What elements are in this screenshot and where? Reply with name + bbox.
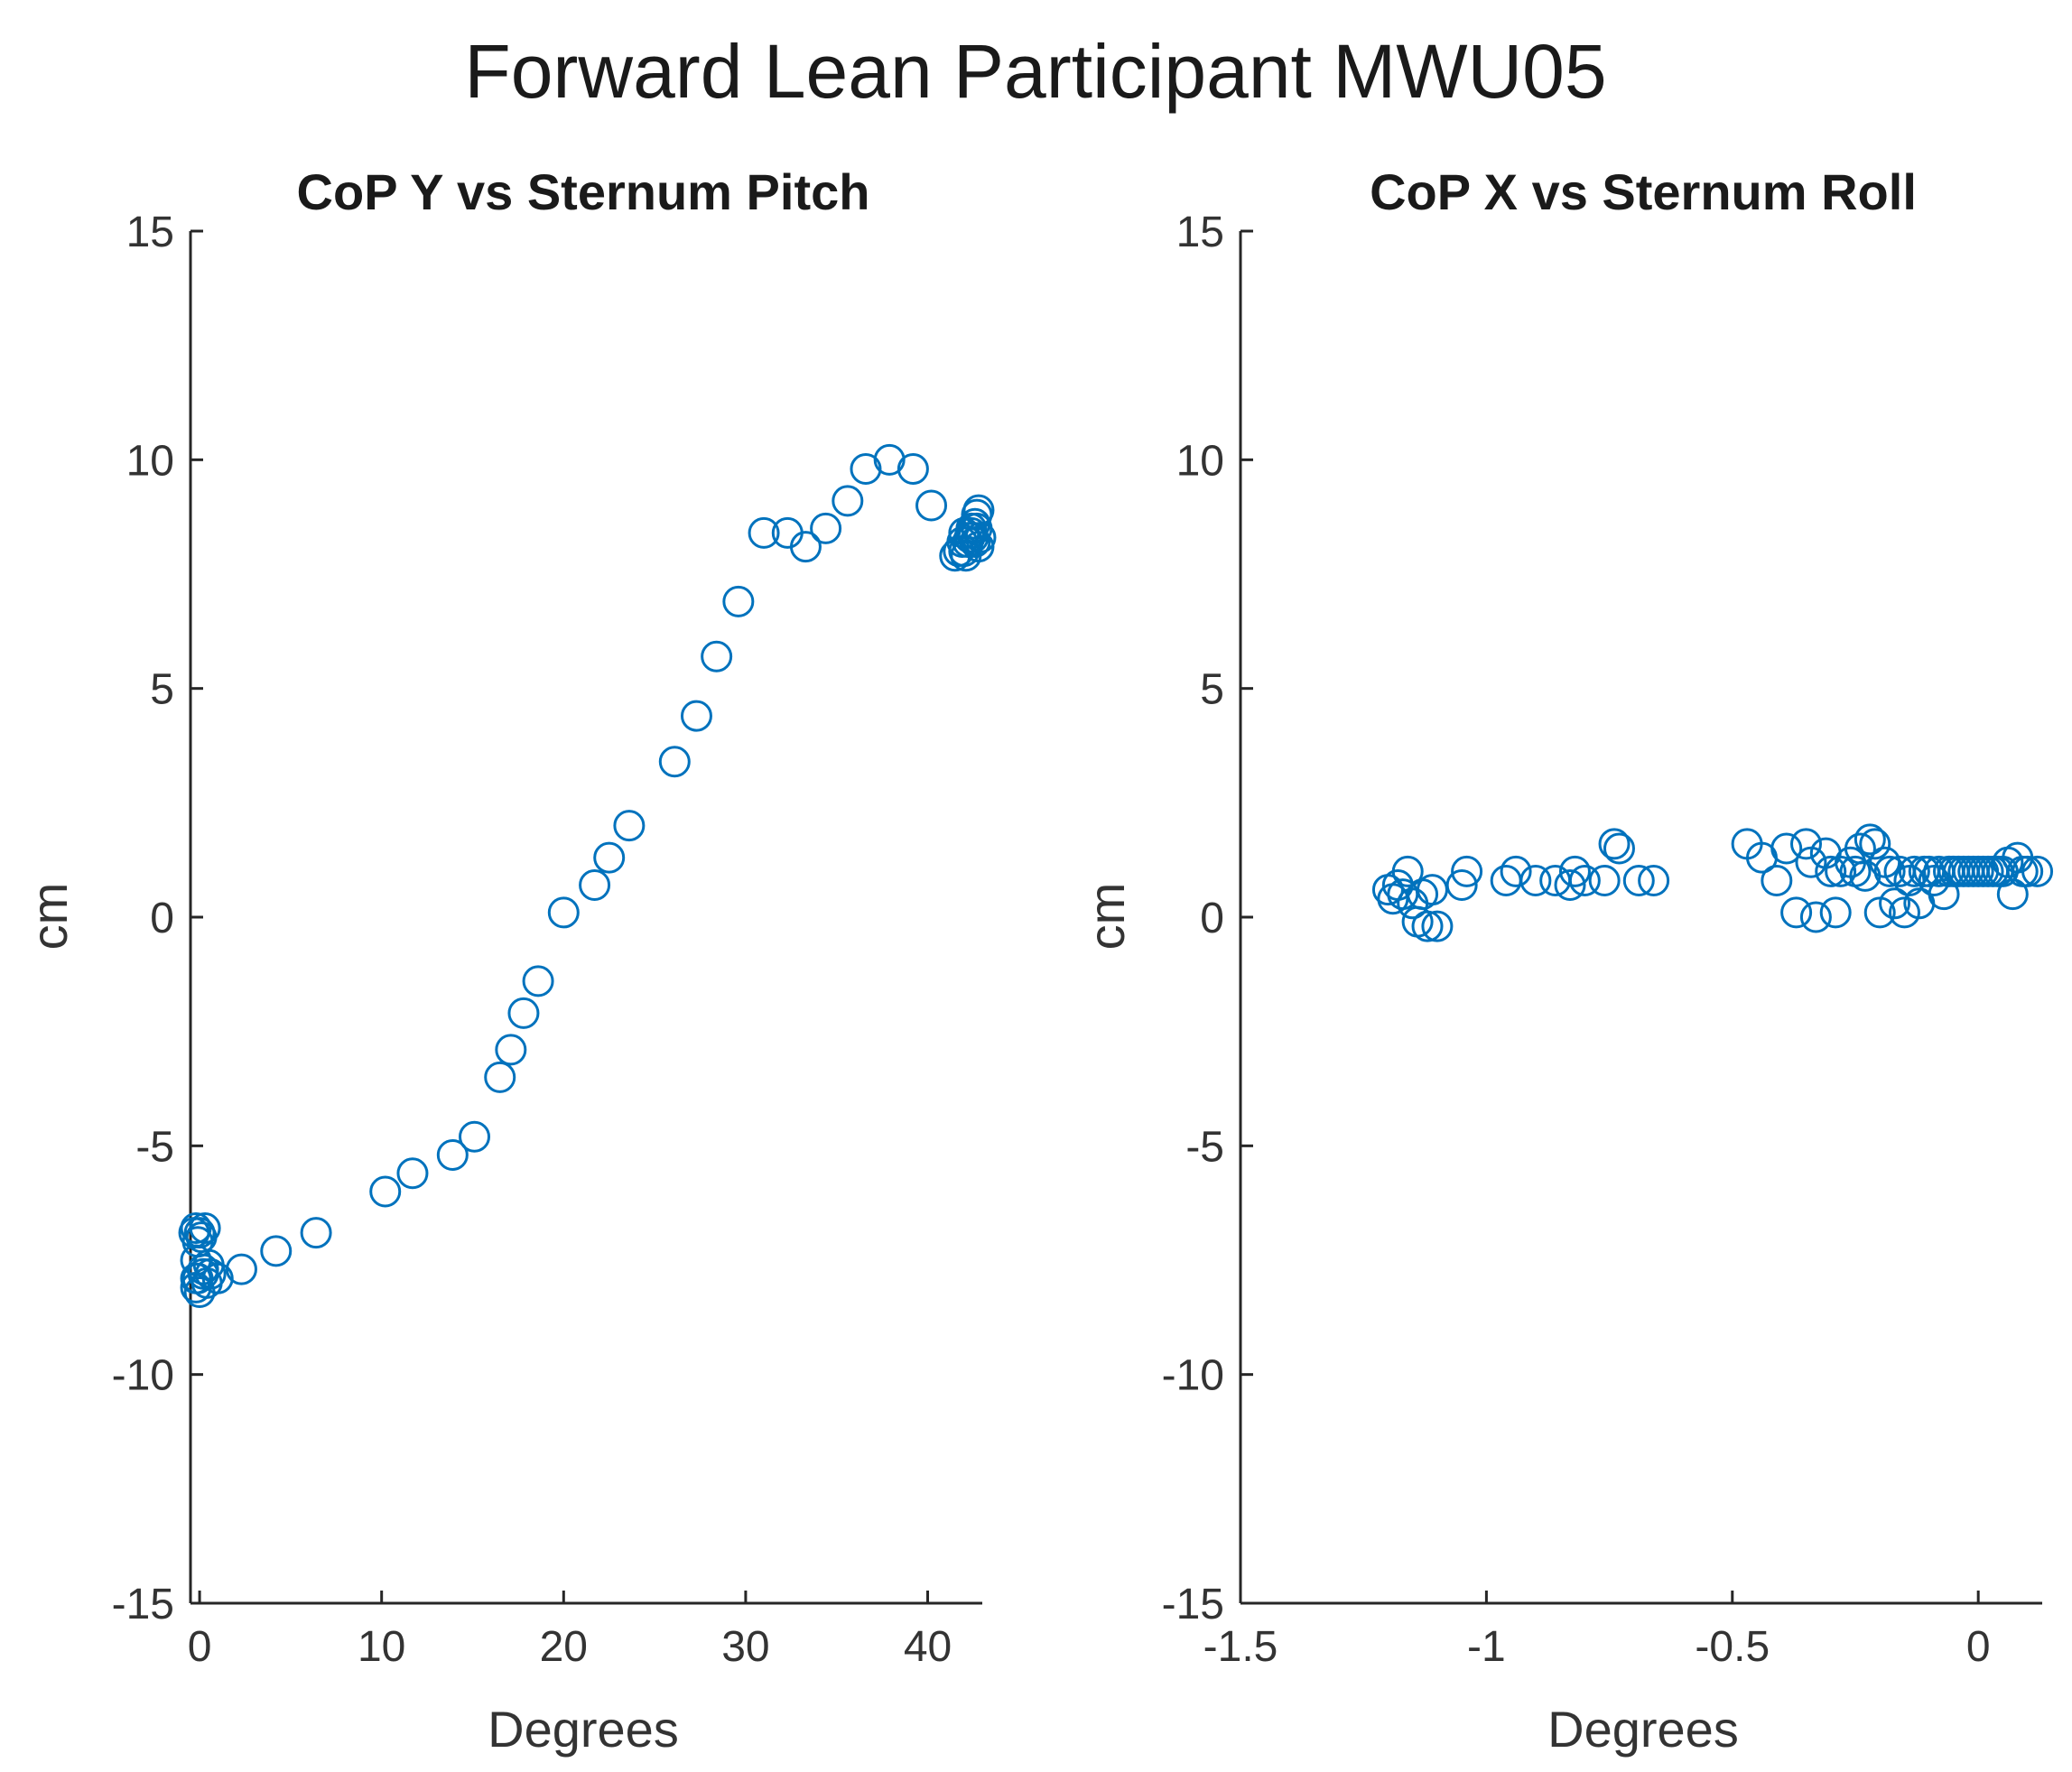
left-data-point bbox=[748, 516, 780, 549]
right-data-point bbox=[1568, 864, 1601, 896]
left-data-point bbox=[396, 1157, 429, 1190]
left-data-point bbox=[484, 1061, 516, 1093]
left-data-point bbox=[579, 869, 611, 902]
right-data-point bbox=[1603, 832, 1635, 865]
right-data-point bbox=[1598, 828, 1631, 860]
left-data-point bbox=[915, 489, 948, 522]
left-xtick-label: 10 bbox=[358, 1623, 405, 1671]
left-data-point bbox=[850, 452, 882, 485]
right-plot: CoP X vs Sternum Roll Degrees cm -15-10-… bbox=[1078, 163, 2054, 1758]
right-data-point bbox=[1500, 855, 1532, 887]
left-data-point bbox=[183, 1276, 216, 1308]
right-data-point bbox=[1588, 864, 1621, 896]
right-data-point bbox=[1638, 864, 1670, 896]
left-data-point bbox=[680, 700, 712, 732]
right-ytick-label: 15 bbox=[1176, 209, 1224, 256]
left-data-point bbox=[194, 1257, 227, 1290]
left-data-point bbox=[547, 896, 580, 929]
left-data-point bbox=[225, 1253, 257, 1285]
left-data-point bbox=[789, 531, 822, 563]
figure-title: Forward Lean Participant MWU05 bbox=[464, 29, 1606, 114]
right-data-point bbox=[1790, 828, 1823, 860]
right-xtick-label: -1 bbox=[1467, 1623, 1506, 1671]
right-data-point bbox=[1416, 874, 1448, 906]
left-ytick-label: 0 bbox=[150, 895, 174, 942]
left-plot: CoP Y vs Sternum Pitch Degrees cm -15 -10… bbox=[21, 163, 997, 1758]
right-plot-ylabel: cm bbox=[1078, 883, 1135, 951]
left-plot-xlabel: Degrees bbox=[488, 1701, 679, 1758]
right-data-point bbox=[1819, 896, 1852, 929]
right-data-point bbox=[1770, 832, 1803, 865]
right-ytick-label: -5 bbox=[1185, 1123, 1224, 1171]
right-data-point bbox=[1859, 828, 1891, 860]
left-data-point bbox=[897, 452, 929, 485]
right-data-point bbox=[1761, 864, 1793, 896]
left-data-point bbox=[810, 512, 842, 544]
right-data-point bbox=[1873, 855, 1906, 887]
right-plot-xlabel: Degrees bbox=[1547, 1701, 1739, 1758]
left-xtick-label: 30 bbox=[721, 1623, 769, 1671]
left-data-point bbox=[436, 1138, 469, 1171]
left-data-point bbox=[593, 841, 626, 874]
left-data-point bbox=[722, 585, 755, 617]
right-data-point bbox=[1996, 878, 2029, 911]
left-data-point bbox=[260, 1235, 293, 1267]
left-data-point bbox=[832, 485, 864, 517]
left-ytick-label: 15 bbox=[126, 209, 174, 256]
right-xtick-label: 0 bbox=[1966, 1623, 1991, 1671]
left-ytick-label: 10 bbox=[126, 437, 174, 485]
right-data-point bbox=[1799, 901, 1832, 933]
right-data-point bbox=[1622, 864, 1655, 896]
right-ytick-label: -10 bbox=[1162, 1352, 1224, 1400]
right-data-point bbox=[1451, 855, 1483, 887]
left-data-point bbox=[658, 746, 691, 778]
left-xtick-label: 0 bbox=[188, 1623, 212, 1671]
right-data-point bbox=[1411, 910, 1444, 942]
right-data-point bbox=[2021, 855, 2054, 887]
left-data-point bbox=[701, 640, 733, 673]
right-ytick-label: 0 bbox=[1200, 895, 1224, 942]
right-data-point bbox=[1854, 823, 1886, 856]
left-data-point bbox=[873, 443, 906, 476]
left-ytick-label: 5 bbox=[150, 666, 174, 714]
left-plot-ylabel: cm bbox=[21, 883, 78, 951]
right-data-point bbox=[1898, 855, 1930, 887]
right-xtick-label: -0.5 bbox=[1695, 1623, 1770, 1671]
right-data-point bbox=[1554, 869, 1586, 902]
left-data-point bbox=[495, 1034, 527, 1066]
right-ytick-label: -15 bbox=[1162, 1581, 1224, 1628]
left-ytick-label: -5 bbox=[135, 1123, 174, 1171]
right-data-point bbox=[1391, 855, 1424, 887]
right-data-point bbox=[1519, 864, 1552, 896]
left-data-point bbox=[522, 965, 554, 997]
left-data-point bbox=[459, 1120, 491, 1153]
left-data-point bbox=[369, 1175, 402, 1208]
left-data-point bbox=[180, 1262, 212, 1294]
right-data-point bbox=[1558, 855, 1591, 887]
left-data-point bbox=[961, 512, 993, 544]
left-data-point bbox=[180, 1212, 212, 1245]
left-ytick-label: -15 bbox=[112, 1581, 174, 1628]
right-data-point bbox=[1825, 855, 1857, 887]
right-xtick-label: -1.5 bbox=[1203, 1623, 1278, 1671]
left-data-point bbox=[507, 997, 540, 1029]
right-data-point bbox=[2012, 855, 2044, 887]
right-ytick-label: 10 bbox=[1176, 437, 1224, 485]
right-data-point bbox=[1928, 878, 1960, 911]
left-xtick-label: 20 bbox=[540, 1623, 588, 1671]
left-data-point bbox=[189, 1212, 221, 1245]
left-plot-title: CoP Y vs Sternum Pitch bbox=[297, 163, 870, 220]
right-data-point bbox=[1780, 896, 1813, 929]
right-ytick-label: 5 bbox=[1200, 666, 1224, 714]
left-ytick-label: -10 bbox=[112, 1352, 174, 1400]
left-data-point bbox=[613, 810, 646, 842]
left-xtick-label: 40 bbox=[904, 1623, 952, 1671]
left-data-point bbox=[300, 1217, 332, 1249]
right-data-point bbox=[1421, 910, 1454, 942]
right-plot-title: CoP X vs Sternum Roll bbox=[1370, 163, 1917, 220]
right-data-point bbox=[1815, 855, 1847, 887]
right-data-point bbox=[1879, 887, 1911, 920]
right-data-point bbox=[1445, 869, 1478, 902]
